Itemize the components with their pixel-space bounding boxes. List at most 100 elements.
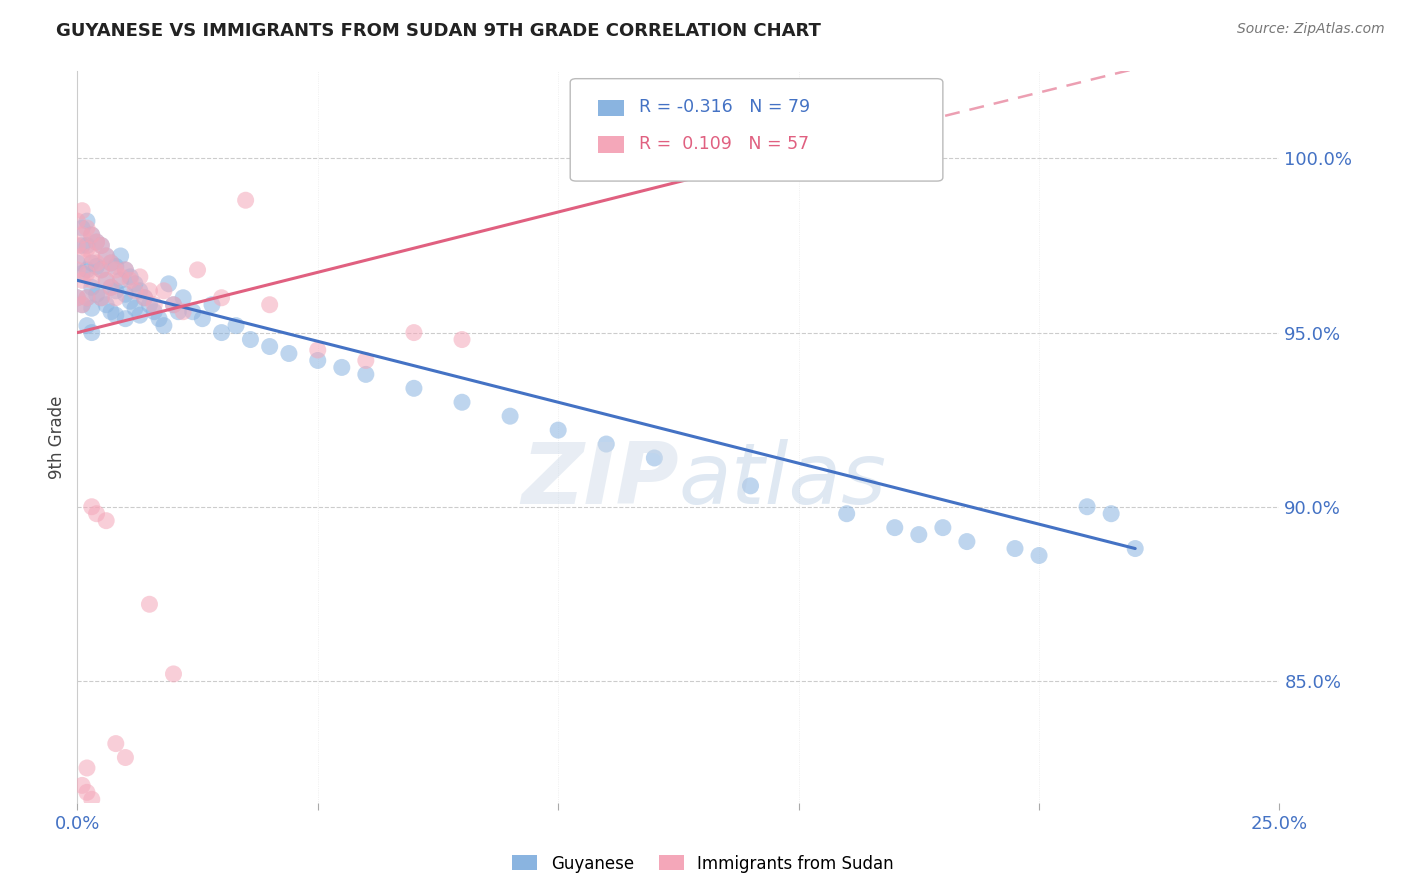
Point: [402, 381, 425, 395]
Point: [143, 304, 166, 318]
Point: [66, 214, 89, 228]
Point: [114, 263, 136, 277]
Point: [86, 507, 108, 521]
Point: [451, 333, 474, 347]
Point: [225, 318, 247, 333]
Point: [114, 311, 136, 326]
Point: [104, 308, 127, 322]
Point: [80, 792, 103, 806]
Point: [76, 266, 98, 280]
Point: [70, 298, 93, 312]
Point: [80, 500, 103, 514]
Point: [70, 273, 93, 287]
Point: [181, 304, 204, 318]
Point: [96, 273, 118, 287]
Point: [86, 287, 108, 301]
Point: [143, 298, 166, 312]
Point: [70, 203, 93, 218]
Text: R =  0.109   N = 57: R = 0.109 N = 57: [638, 135, 808, 153]
Point: [80, 249, 103, 263]
Text: atlas: atlas: [679, 440, 886, 523]
Point: [908, 527, 931, 541]
Point: [80, 256, 103, 270]
Point: [104, 737, 127, 751]
Y-axis label: 9th Grade: 9th Grade: [48, 395, 66, 479]
Point: [70, 778, 93, 792]
Point: [128, 308, 150, 322]
Point: [643, 450, 665, 465]
Point: [138, 298, 160, 312]
Point: [104, 263, 127, 277]
Point: [138, 284, 160, 298]
Point: [187, 263, 209, 277]
Text: R = -0.316   N = 79: R = -0.316 N = 79: [638, 98, 810, 116]
Point: [259, 339, 281, 353]
Point: [128, 284, 150, 298]
Point: [96, 249, 118, 263]
Point: [162, 667, 184, 681]
Point: [201, 298, 224, 312]
FancyBboxPatch shape: [598, 136, 624, 153]
Point: [128, 269, 150, 284]
Point: [96, 249, 118, 263]
Point: [172, 304, 194, 318]
Point: [138, 597, 160, 611]
Point: [1123, 541, 1146, 556]
Point: [90, 238, 112, 252]
Point: [114, 287, 136, 301]
Point: [76, 761, 98, 775]
Point: [104, 260, 127, 274]
Point: [76, 318, 98, 333]
Point: [172, 291, 194, 305]
Point: [76, 214, 98, 228]
Point: [100, 280, 122, 294]
Point: [96, 514, 118, 528]
Text: GUYANESE VS IMMIGRANTS FROM SUDAN 9TH GRADE CORRELATION CHART: GUYANESE VS IMMIGRANTS FROM SUDAN 9TH GR…: [56, 22, 821, 40]
Point: [595, 437, 617, 451]
Point: [100, 280, 122, 294]
Point: [66, 291, 89, 305]
Point: [110, 269, 132, 284]
Point: [90, 291, 112, 305]
Point: [90, 291, 112, 305]
Point: [76, 238, 98, 252]
Point: [259, 298, 281, 312]
Legend: Guyanese, Immigrants from Sudan: Guyanese, Immigrants from Sudan: [506, 848, 900, 880]
Point: [211, 291, 233, 305]
Point: [114, 750, 136, 764]
Text: ZIP: ZIP: [520, 440, 679, 523]
Point: [110, 273, 132, 287]
Point: [66, 238, 89, 252]
Point: [120, 294, 142, 309]
Point: [70, 249, 93, 263]
Point: [90, 238, 112, 252]
Point: [547, 423, 569, 437]
Point: [162, 298, 184, 312]
Point: [96, 298, 118, 312]
Point: [114, 263, 136, 277]
Point: [100, 304, 122, 318]
Point: [76, 263, 98, 277]
Point: [191, 311, 214, 326]
FancyBboxPatch shape: [598, 100, 624, 116]
Point: [235, 193, 257, 207]
Point: [307, 343, 329, 357]
Point: [330, 360, 353, 375]
Point: [80, 280, 103, 294]
Point: [883, 521, 905, 535]
Point: [499, 409, 522, 424]
Point: [307, 353, 329, 368]
Point: [148, 311, 170, 326]
Point: [70, 266, 93, 280]
Point: [76, 291, 98, 305]
Point: [100, 256, 122, 270]
Point: [277, 346, 299, 360]
Point: [124, 277, 146, 291]
Point: [134, 291, 156, 305]
Point: [153, 318, 176, 333]
Point: [740, 479, 762, 493]
Point: [66, 256, 89, 270]
Point: [80, 273, 103, 287]
Point: [76, 785, 98, 799]
Point: [96, 273, 118, 287]
